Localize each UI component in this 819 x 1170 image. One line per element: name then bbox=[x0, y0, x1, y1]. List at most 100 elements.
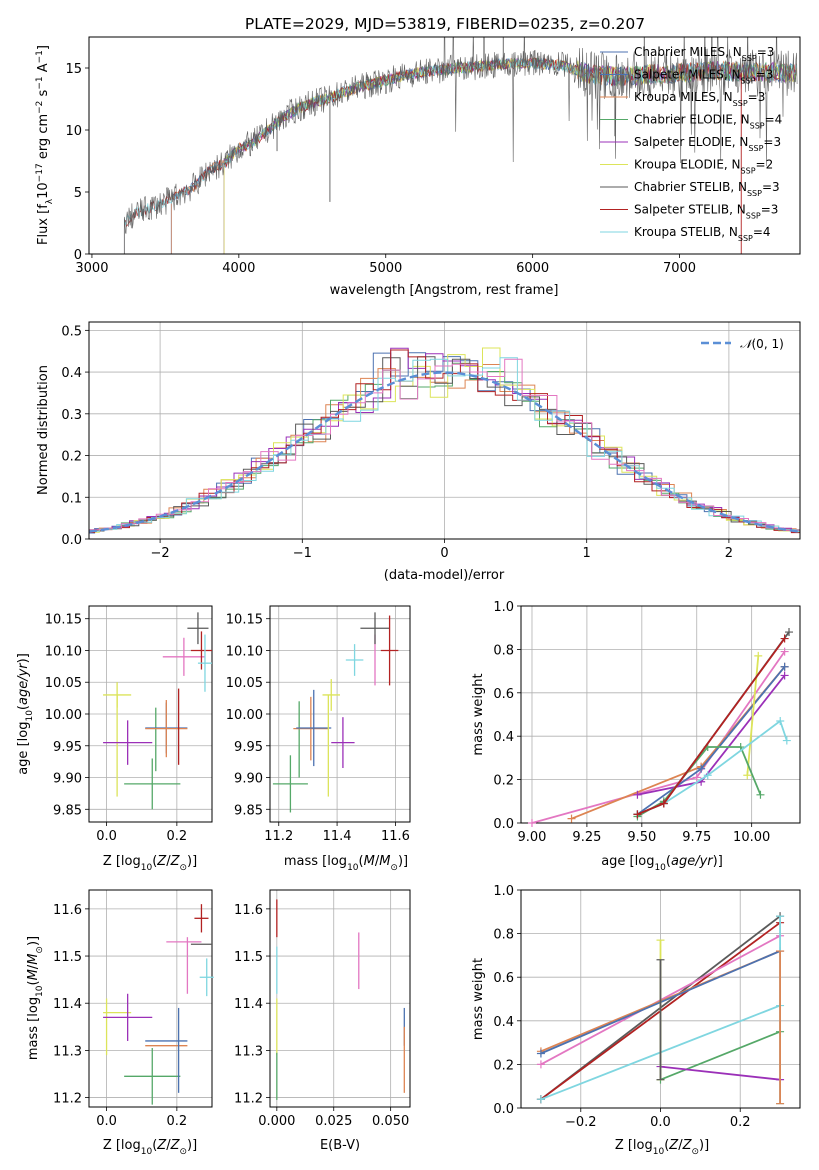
x-tick-label: 0.2 bbox=[167, 1114, 188, 1129]
y-axis-label: Flux [fλ10−17 erg cm−2 s−1 A−1] bbox=[35, 45, 55, 245]
y-tick-label: 11.5 bbox=[53, 950, 82, 965]
axes-frame bbox=[269, 889, 411, 1108]
y-axis-label: mass weight bbox=[471, 958, 486, 1040]
legend-entry: Kroupa MILES, NSSP=3 bbox=[634, 90, 765, 108]
legend-entry: Salpeter STELIB, NSSP=3 bbox=[634, 203, 778, 221]
x-axis-label: Z [log10(Z/Z⊙)] bbox=[103, 854, 197, 873]
y-axis-label: Normed distribution bbox=[36, 365, 51, 495]
x-axis-label: Z [log10(Z/Z⊙)] bbox=[615, 1138, 709, 1157]
axes-frame bbox=[88, 36, 801, 255]
legend-entry: Kroupa ELODIE, NSSP=2 bbox=[634, 158, 773, 176]
y-tick-label: 0.6 bbox=[493, 687, 514, 702]
y-axis-label: age [log10(age/yr)] bbox=[16, 653, 35, 775]
y-tick-label: 11.4 bbox=[53, 997, 82, 1012]
residuals-plot-area bbox=[89, 347, 800, 534]
histogram-series-chabrier-stelib bbox=[89, 356, 800, 532]
y-tick-label: 0.4 bbox=[493, 730, 514, 745]
x-tick-label: 0.0 bbox=[96, 829, 117, 844]
x-tick-label: 9.50 bbox=[627, 830, 656, 845]
x-tick-label: 11.6 bbox=[381, 829, 410, 844]
y-tick-label: 9.90 bbox=[234, 772, 263, 787]
data-point-marker bbox=[780, 662, 789, 671]
y-tick-label: 0.0 bbox=[493, 817, 514, 832]
data-point-marker bbox=[659, 799, 668, 808]
x-tick-label: −1 bbox=[293, 546, 312, 561]
x-axis-label: mass [log10(M/M⊙)] bbox=[284, 854, 408, 873]
line-series-pink bbox=[531, 651, 786, 824]
y-tick-label: 0.5 bbox=[61, 324, 82, 339]
data-point-marker bbox=[703, 771, 712, 780]
y-tick-label: 0.2 bbox=[61, 450, 82, 465]
age_vs_mass-panel: 11.2 11.4 11.6 9.85 9.90 9.95 10.00 10.05 10.10 1… bbox=[226, 605, 411, 873]
x-tick-label: 9.75 bbox=[682, 830, 711, 845]
data-point-marker bbox=[527, 819, 536, 827]
y-tick-label: 0.0 bbox=[61, 533, 82, 548]
y-tick-label: 10.05 bbox=[45, 676, 82, 691]
y-tick-label: 9.85 bbox=[53, 803, 82, 818]
y-axis-label: mass [log10(M/M⊙)] bbox=[26, 936, 45, 1060]
x-tick-label: −0.2 bbox=[565, 1115, 597, 1130]
data-point-marker bbox=[780, 671, 789, 680]
spectrum-panel: 3000 4000 5000 6000 7000 0 5 10 15 wavelength [An… bbox=[35, 36, 801, 298]
legend-entry: Kroupa STELIB, NSSP=4 bbox=[634, 225, 771, 243]
x-tick-label: 10.00 bbox=[733, 830, 770, 845]
x-tick-label: 0.0 bbox=[96, 1114, 117, 1129]
y-tick-label: 10.00 bbox=[45, 708, 82, 723]
y-tick-label: 9.95 bbox=[234, 740, 263, 755]
legend-entry: Salpeter ELODIE, NSSP=3 bbox=[634, 135, 781, 153]
line-series-chabrier-elodie bbox=[660, 1030, 781, 1081]
x-tick-label: 1 bbox=[583, 546, 591, 561]
legend-entry: Chabrier STELIB, NSSP=3 bbox=[634, 180, 780, 198]
data-point-marker bbox=[754, 651, 763, 660]
legend-entry: Chabrier MILES, NSSP=3 bbox=[634, 45, 774, 63]
y-tick-label: 11.2 bbox=[234, 1092, 263, 1107]
y-tick-label: 11.3 bbox=[234, 1044, 263, 1059]
y-tick-label: 1.0 bbox=[493, 884, 514, 899]
x-tick-label: 0.2 bbox=[730, 1115, 751, 1130]
y-tick-label: 11.3 bbox=[53, 1044, 82, 1059]
axes-frame bbox=[520, 605, 801, 824]
y-tick-label: 10.10 bbox=[45, 644, 82, 659]
x-axis-label: (data-model)/error bbox=[384, 568, 505, 583]
x-tick-label: 6000 bbox=[516, 261, 549, 276]
y-axis-label: mass weight bbox=[471, 673, 486, 755]
histogram-series-salpeter-elodie bbox=[89, 347, 800, 533]
y-tick-label: 0.2 bbox=[493, 774, 514, 789]
legend: Chabrier MILES, NSSP=3 Salpeter MILES, NS… bbox=[600, 45, 782, 243]
x-tick-label: 9.25 bbox=[572, 830, 601, 845]
data-point-marker bbox=[536, 1060, 545, 1069]
data-point-marker bbox=[785, 628, 794, 637]
data-point-marker bbox=[756, 790, 765, 799]
data-point-marker bbox=[780, 634, 789, 643]
legend-entry: 𝒩(0, 1) bbox=[740, 337, 784, 351]
y-tick-label: 10.00 bbox=[226, 708, 263, 723]
x-tick-label: 0.050 bbox=[372, 1114, 409, 1129]
data-point-marker bbox=[633, 790, 642, 799]
data-point-marker bbox=[743, 771, 752, 780]
x-tick-label: 0 bbox=[440, 546, 448, 561]
x-tick-label: 0.000 bbox=[258, 1114, 295, 1129]
y-tick-label: 10.05 bbox=[226, 676, 263, 691]
y-tick-label: 0.4 bbox=[493, 1015, 514, 1030]
data-point-marker bbox=[782, 736, 791, 745]
x-tick-label: 4000 bbox=[222, 261, 255, 276]
age_vs_Z-panel: 0.0 0.2 9.85 9.90 9.95 10.00 10.05 10.10 10.15 Z … bbox=[16, 605, 213, 873]
y-tick-label: 11.2 bbox=[53, 1092, 82, 1107]
x-axis-label: wavelength [Angstrom, rest frame] bbox=[330, 283, 559, 298]
residuals-panel: −2 −1 0 1 2 0.0 0.1 0.2 0.3 0.4 0.5 (data-model)/er… bbox=[36, 321, 801, 583]
x-tick-label: 5000 bbox=[369, 261, 402, 276]
y-tick-label: 11.6 bbox=[53, 903, 82, 918]
x-axis-label: age [log10(age/yr)] bbox=[601, 854, 723, 873]
y-tick-label: 0.2 bbox=[493, 1058, 514, 1073]
mass_vs_Z-panel: 0.0 0.2 11.2 11.3 11.4 11.5 11.6 Z [log10(Z/Z⊙)… bbox=[26, 889, 214, 1157]
x-tick-label: 11.2 bbox=[264, 829, 293, 844]
x-axis-label: E(B-V) bbox=[320, 1138, 360, 1153]
mass_weight_vs_Z-panel: −0.2 0.0 0.2 0.0 0.2 0.4 0.6 0.8 1.0 mass weight Z… bbox=[471, 884, 801, 1157]
x-tick-label: 3000 bbox=[75, 261, 108, 276]
x-tick-label: 0.0 bbox=[650, 1115, 671, 1130]
y-tick-label: 10 bbox=[65, 124, 82, 139]
y-tick-label: 0.6 bbox=[493, 971, 514, 986]
y-tick-label: 0.8 bbox=[493, 928, 514, 943]
